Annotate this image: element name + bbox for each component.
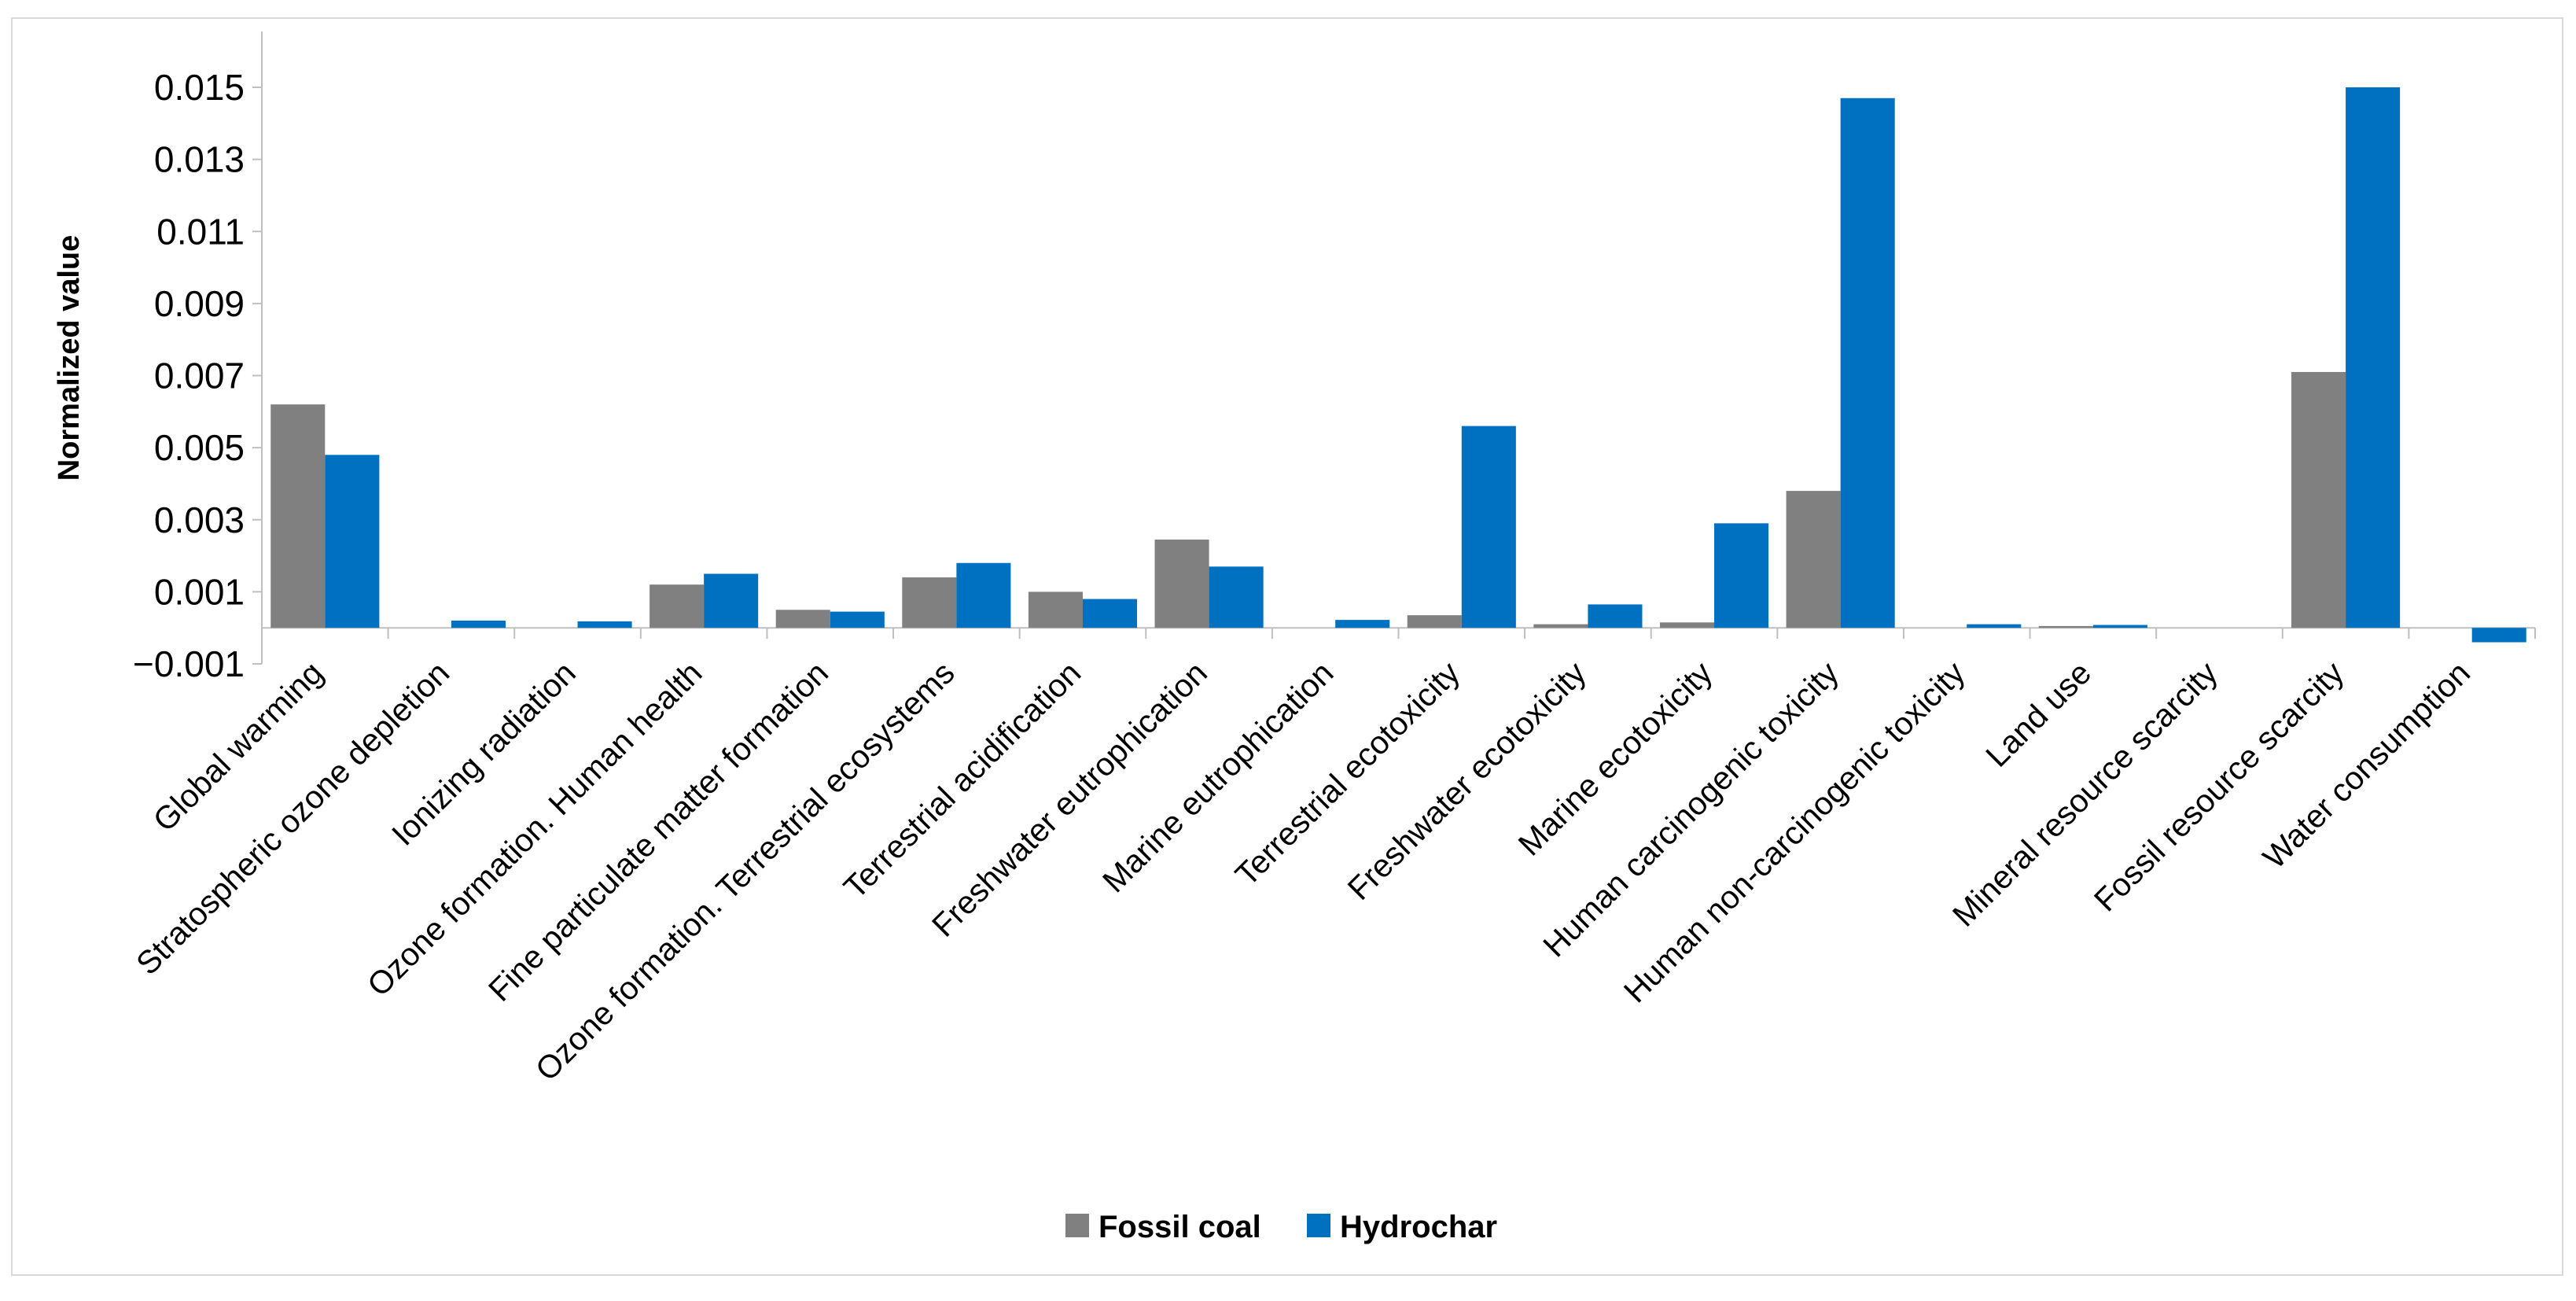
legend-swatch bbox=[1065, 1214, 1089, 1237]
bar-hydrochar bbox=[956, 562, 1011, 628]
chart-frame bbox=[11, 17, 2563, 1276]
bar-fossil-coal bbox=[1786, 491, 1841, 628]
bar-fossil-coal bbox=[2038, 625, 2093, 628]
x-category-label: Mineral resource scarcity bbox=[1945, 654, 2225, 934]
x-category-label: Water consumption bbox=[2256, 654, 2477, 875]
y-tick-label: 0.009 bbox=[154, 283, 245, 324]
y-tick-label: 0.005 bbox=[154, 427, 245, 468]
bar-hydrochar bbox=[1335, 620, 1390, 628]
y-tick-label: 0.011 bbox=[156, 211, 245, 252]
x-category-label: Fossil resource scarcity bbox=[2087, 654, 2351, 919]
bar-hydrochar bbox=[1714, 523, 1769, 628]
bar-hydrochar bbox=[325, 455, 380, 628]
y-axis-title: Normalized value bbox=[53, 235, 86, 481]
bar-hydrochar bbox=[1967, 624, 2022, 628]
legend-label: Hydrochar bbox=[1340, 1210, 1497, 1244]
labels-layer: −0.001 0.001 0.003 0.005 0.007 0.009 0.011 0.01… bbox=[129, 67, 2477, 1088]
bar-hydrochar bbox=[830, 611, 885, 628]
bar-fossil-coal bbox=[1659, 622, 1715, 628]
bar-hydrochar bbox=[1082, 599, 1138, 628]
legend-label: Fossil coal bbox=[1098, 1210, 1261, 1244]
x-category-label: Terrestrial acidification bbox=[837, 654, 1087, 905]
y-tick-label: 0.007 bbox=[154, 356, 245, 396]
x-category-label: Freshwater ecotoxicity bbox=[1341, 654, 1593, 907]
bar-hydrochar bbox=[1588, 604, 1643, 628]
legend-swatch bbox=[1307, 1214, 1330, 1237]
bar-hydrochar bbox=[704, 573, 759, 628]
x-category-label: Land use bbox=[1978, 654, 2098, 774]
bar-fossil-coal bbox=[650, 584, 705, 628]
y-tick-label: −0.001 bbox=[133, 643, 245, 684]
bar-fossil-coal bbox=[2291, 371, 2346, 628]
bar-fossil-coal bbox=[1407, 615, 1462, 628]
bar-hydrochar bbox=[451, 621, 506, 628]
bar-hydrochar bbox=[2346, 87, 2401, 628]
bar-hydrochar bbox=[1461, 426, 1516, 628]
bar-fossil-coal bbox=[1533, 624, 1588, 628]
y-tick-label: 0.015 bbox=[154, 67, 245, 108]
x-category-label: Marine eutrophication bbox=[1095, 654, 1340, 899]
y-tick-label: 0.001 bbox=[154, 571, 245, 612]
bar-hydrochar bbox=[1840, 98, 1895, 628]
bar-hydrochar bbox=[577, 621, 632, 628]
y-tick-label: 0.013 bbox=[154, 139, 245, 180]
x-category-label: Terrestrial ecotoxicity bbox=[1228, 654, 1467, 894]
bar-hydrochar bbox=[2471, 628, 2526, 643]
legend: Fossil coal Hydrochar bbox=[1065, 1210, 1497, 1244]
bar-fossil-coal bbox=[1028, 592, 1083, 628]
bar-fossil-coal bbox=[270, 404, 326, 628]
bars-layer bbox=[270, 87, 2526, 643]
bar-hydrochar bbox=[1209, 566, 1264, 628]
bar-fossil-coal bbox=[1154, 539, 1209, 628]
y-tick-label: 0.003 bbox=[154, 499, 245, 540]
bar-hydrochar bbox=[2092, 625, 2147, 628]
axes-layer bbox=[252, 31, 2536, 665]
bar-fossil-coal bbox=[902, 577, 957, 628]
bar-fossil-coal bbox=[775, 610, 830, 628]
